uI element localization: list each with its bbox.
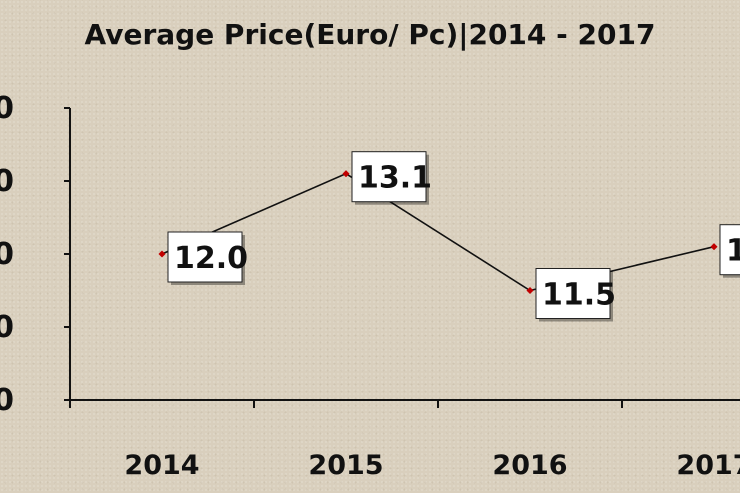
y-tick-label: 0 bbox=[0, 383, 14, 418]
data-point bbox=[158, 250, 166, 258]
y-tick-label: 0 bbox=[0, 237, 14, 272]
x-tick-label: 2014 bbox=[124, 450, 199, 481]
chart-title: Average Price(Euro/ Pc)|2014 - 2017 bbox=[84, 18, 656, 51]
data-label: 12.0 bbox=[174, 241, 248, 276]
x-tick-label: 2015 bbox=[308, 450, 383, 481]
series-line bbox=[161, 172, 715, 292]
data-label-box bbox=[719, 224, 740, 276]
y-tick-label: 0 bbox=[0, 164, 14, 199]
data-point bbox=[342, 170, 350, 178]
data-point bbox=[710, 243, 718, 251]
data-label-box bbox=[535, 268, 611, 319]
data-label-box bbox=[167, 231, 243, 283]
x-tick-label: 2016 bbox=[492, 450, 567, 481]
y-tick-label: 0 bbox=[0, 91, 14, 126]
data-label-box bbox=[351, 151, 427, 203]
x-tick-label: 2017 bbox=[676, 450, 740, 481]
y-tick-label: 0 bbox=[0, 310, 14, 345]
data-label: 11.5 bbox=[542, 278, 616, 313]
data-label: 1 bbox=[726, 234, 740, 269]
data-point bbox=[526, 286, 534, 295]
data-label: 13.1 bbox=[358, 161, 432, 196]
